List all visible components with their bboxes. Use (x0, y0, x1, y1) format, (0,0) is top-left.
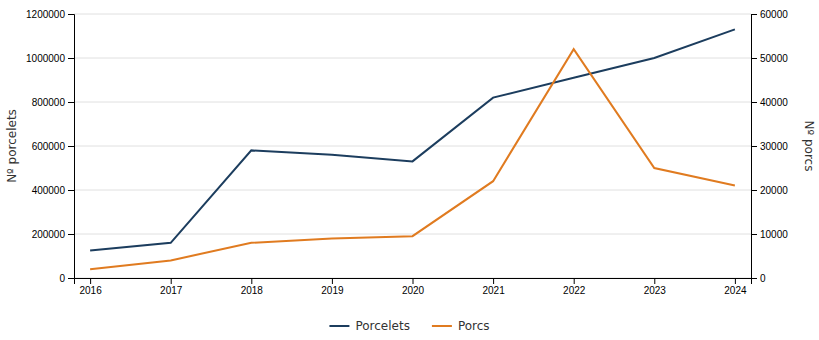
lines (90, 29, 735, 269)
tick-label: 1200000 (26, 9, 65, 20)
legend-item: Porcelets (329, 319, 409, 333)
tick: 400000 (32, 185, 74, 196)
tick: 600000 (32, 141, 74, 152)
series-line (90, 29, 735, 250)
tick-mark (654, 278, 655, 284)
tick: 0 (751, 273, 766, 284)
tick-label: 10000 (760, 229, 788, 240)
tick-label: 2020 (402, 285, 425, 296)
tick: 2019 (321, 278, 344, 296)
grid-line (74, 14, 751, 15)
tick-mark (751, 146, 757, 147)
tick: 2021 (482, 278, 505, 296)
series-line (90, 49, 735, 269)
tick-label: 800000 (32, 97, 66, 108)
tick-mark (574, 278, 575, 284)
legend-label: Porcelets (355, 319, 409, 333)
axis-line (68, 15, 75, 279)
tick-label: 60000 (760, 9, 788, 20)
x-axis: 2016 2017 2018 2019 2020 2021 2022 2023 2024 (75, 278, 752, 296)
tick-label: 2021 (482, 285, 505, 296)
tick-label: 50000 (760, 53, 788, 64)
tick-label: 200000 (32, 229, 66, 240)
tick: 50000 (751, 53, 788, 64)
tick-label: 0 (59, 273, 65, 284)
plot: 2016 2017 2018 2019 2020 2021 2022 2023 2024 0 200… (5, 9, 816, 296)
grid-line (74, 102, 751, 103)
tick-mark (751, 14, 757, 15)
tick-label: 2023 (644, 285, 667, 296)
axis-line (752, 15, 758, 279)
tick: 2018 (241, 278, 264, 296)
tick: 30000 (751, 141, 788, 152)
tick-mark (493, 278, 494, 284)
y-axis-title: Nº porcelets (5, 109, 19, 183)
tick: 2020 (402, 278, 425, 296)
tick-mark (735, 278, 736, 284)
y-axis: 0 200000 400000 600000 800000 1000000 1200000 (26, 9, 74, 284)
tick-label: 20000 (760, 185, 788, 196)
tick: 40000 (751, 97, 788, 108)
tick-mark (68, 14, 74, 15)
tick-mark (751, 278, 757, 279)
tick-mark (751, 234, 757, 235)
tick: 10000 (751, 229, 788, 240)
tick-label: 2019 (321, 285, 344, 296)
legend-label: Porcs (458, 319, 490, 333)
tick-label: 2022 (563, 285, 586, 296)
tick-mark (68, 58, 74, 59)
legend-swatch (329, 325, 349, 327)
tick: 0 (59, 273, 74, 284)
grid-line (74, 146, 751, 147)
tick-label: 2018 (241, 285, 264, 296)
tick-label: 2017 (160, 285, 183, 296)
tick: 2016 (79, 278, 102, 296)
tick: 2017 (160, 278, 183, 296)
tick: 20000 (751, 185, 788, 196)
tick-label: 2016 (79, 285, 102, 296)
y2-axis: 0 10000 20000 30000 40000 50000 60000 (751, 9, 788, 284)
legend: Porcelets Porcs (329, 319, 489, 333)
tick-label: 2024 (724, 285, 747, 296)
tick: 1000000 (26, 53, 74, 64)
tick-mark (68, 278, 74, 279)
tick: 2023 (644, 278, 667, 296)
tick-mark (332, 278, 333, 284)
tick-mark (751, 58, 757, 59)
tick: 1200000 (26, 9, 74, 20)
tick-mark (413, 278, 414, 284)
tick-label: 0 (760, 273, 766, 284)
tick-label: 1000000 (26, 53, 65, 64)
grid-line (74, 190, 751, 191)
y2-axis-title: Nº porcs (802, 121, 816, 172)
tick-label: 40000 (760, 97, 788, 108)
tick: 800000 (32, 97, 74, 108)
tick-mark (68, 234, 74, 235)
grid-line (74, 234, 751, 235)
tick-mark (251, 278, 252, 284)
tick-label: 600000 (32, 141, 66, 152)
legend-item: Porcs (432, 319, 490, 333)
tick-mark (171, 278, 172, 284)
tick-mark (751, 190, 757, 191)
tick: 200000 (32, 229, 74, 240)
grid (74, 14, 751, 278)
tick-mark (68, 146, 74, 147)
chart: 2016 2017 2018 2019 2020 2021 2022 2023 2024 0 200… (0, 0, 819, 340)
tick-mark (68, 190, 74, 191)
tick-mark (90, 278, 91, 284)
tick: 2022 (563, 278, 586, 296)
tick: 2024 (724, 278, 747, 296)
tick-mark (68, 102, 74, 103)
tick-label: 30000 (760, 141, 788, 152)
tick-mark (751, 102, 757, 103)
tick-label: 400000 (32, 185, 66, 196)
tick: 60000 (751, 9, 788, 20)
legend-swatch (432, 325, 452, 327)
axis-line (75, 279, 752, 285)
